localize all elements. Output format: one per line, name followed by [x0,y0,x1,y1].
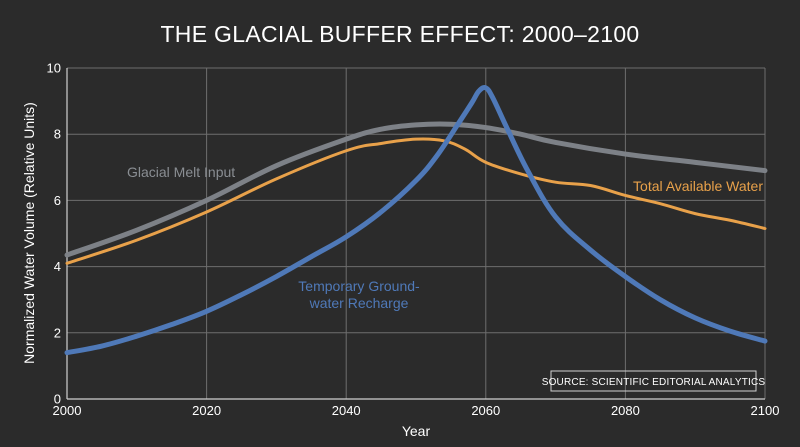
tick-labels: 0 2 4 6 8 10 2000 2020 2040 2060 2080 2100 [47,61,780,419]
axes [66,68,765,400]
y-tick-label: 8 [54,127,61,142]
series-line-glacial-melt [64,121,768,258]
series-labels: Glacial Melt Input Total Available Water T… [127,164,763,311]
series-label-glacial-melt: Glacial Melt Input [127,164,235,180]
y-tick-label: 4 [54,259,61,274]
x-tick-label: 2080 [611,403,640,418]
series-label-total-water: Total Available Water [633,178,763,194]
y-tick-label: 6 [54,193,61,208]
series-label-line: Temporary Ground- [298,278,420,294]
source-text: SOURCE: SCIENTIFIC EDITORIAL ANALYTICS [542,377,766,388]
x-tick-label: 2040 [332,403,361,418]
series-line-total-water [65,137,767,265]
x-tick-label: 2000 [53,403,82,418]
y-axis-label: Normalized Water Volume (Relative Units) [21,102,37,364]
y-tick-label: 10 [47,61,61,76]
x-tick-label: 2020 [192,403,221,418]
chart-title: THE GLACIAL BUFFER EFFECT: 2000–2100 [160,21,639,47]
grid [67,67,766,399]
series-line-groundwater-recharge [64,85,768,356]
x-tick-label: 2060 [471,403,500,418]
y-tick-label: 2 [54,325,61,340]
series-label-groundwater-recharge: Temporary Ground-water Recharge [298,278,420,311]
series-label-line: water Recharge [309,295,409,311]
x-tick-label: 2100 [751,403,780,418]
source-box [550,370,757,392]
series-lines [64,85,768,356]
y-tick-label: 0 [54,392,61,407]
x-axis-label: Year [402,423,431,439]
source-note: SOURCE: SCIENTIFIC EDITORIAL ANALYTICS [542,370,766,392]
